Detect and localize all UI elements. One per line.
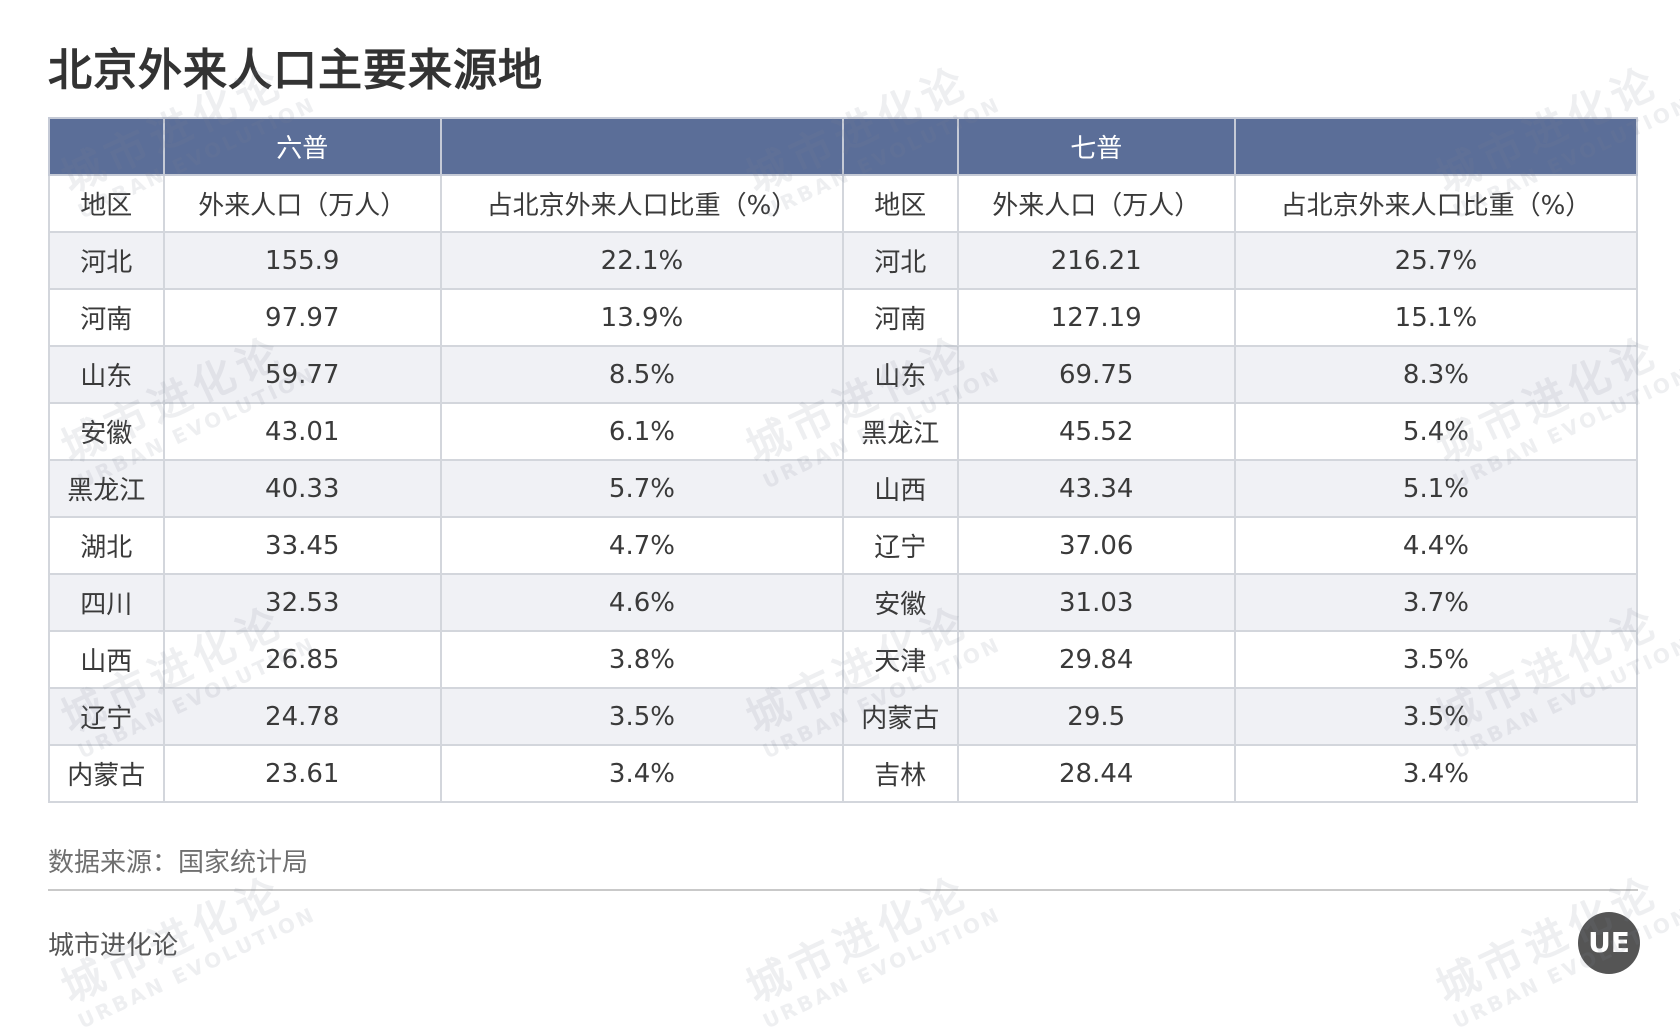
table-row: 河北 155.9 22.1% 河北 216.21 25.7% — [48, 231, 1639, 290]
table-cell: 河北 — [841, 231, 959, 290]
table-cell: 31.03 — [956, 573, 1236, 632]
table-cell: 5.4% — [1233, 402, 1639, 461]
table-row: 山东 59.77 8.5% 山东 69.75 8.3% — [48, 345, 1639, 404]
table-cell: 8.3% — [1233, 345, 1639, 404]
table-cell: 四川 — [48, 573, 165, 632]
table-cell: 辽宁 — [48, 687, 165, 746]
table-cell: 8.5% — [439, 345, 844, 404]
table-cell: 辽宁 — [841, 516, 959, 575]
table-row: 河南 97.97 13.9% 河南 127.19 15.1% — [48, 288, 1639, 347]
table-cell: 3.4% — [1233, 744, 1639, 803]
table-cell: 13.9% — [439, 288, 844, 347]
table-cell: 23.61 — [162, 744, 442, 803]
table-cell: 4.6% — [439, 573, 844, 632]
table-cell: 4.7% — [439, 516, 844, 575]
table-row: 黑龙江 40.33 5.7% 山西 43.34 5.1% — [48, 459, 1639, 518]
table-row: 四川 32.53 4.6% 安徽 31.03 3.7% — [48, 573, 1639, 632]
table-cell: 山西 — [48, 630, 165, 689]
table-cell: 内蒙古 — [48, 744, 165, 803]
group-header-row: 六普 七普 — [48, 117, 1639, 176]
table-cell: 25.7% — [1233, 231, 1639, 290]
table-cell: 黑龙江 — [841, 402, 959, 461]
data-table-container: 六普 七普 地区 外来人口（万人） 占北京外来人口比重（%） 地区 外来人口（万… — [48, 117, 1639, 803]
table-cell: 127.19 — [956, 288, 1236, 347]
table-cell: 24.78 — [162, 687, 442, 746]
table-cell: 3.5% — [1233, 687, 1639, 746]
table-row: 湖北 33.45 4.7% 辽宁 37.06 4.4% — [48, 516, 1639, 575]
group-header-spacer — [48, 117, 165, 176]
table-cell: 黑龙江 — [48, 459, 165, 518]
table-cell: 3.8% — [439, 630, 844, 689]
table-cell: 安徽 — [48, 402, 165, 461]
table-cell: 吉林 — [841, 744, 959, 803]
group-header-seventh-census: 七普 — [956, 117, 1236, 176]
column-header: 地区 — [48, 174, 165, 233]
column-header: 地区 — [841, 174, 959, 233]
table-cell: 29.84 — [956, 630, 1236, 689]
table-cell: 山东 — [841, 345, 959, 404]
table-cell: 26.85 — [162, 630, 442, 689]
table-cell: 内蒙古 — [841, 687, 959, 746]
table-cell: 6.1% — [439, 402, 844, 461]
table-cell: 45.52 — [956, 402, 1236, 461]
table-cell: 山东 — [48, 345, 165, 404]
table-cell: 37.06 — [956, 516, 1236, 575]
table-cell: 天津 — [841, 630, 959, 689]
table-cell: 河南 — [841, 288, 959, 347]
group-header-sixth-census: 六普 — [162, 117, 442, 176]
table-cell: 3.7% — [1233, 573, 1639, 632]
table-row: 内蒙古 23.61 3.4% 吉林 28.44 3.4% — [48, 744, 1639, 803]
table-cell: 3.5% — [439, 687, 844, 746]
table-cell: 山西 — [841, 459, 959, 518]
population-source-table: 六普 七普 地区 外来人口（万人） 占北京外来人口比重（%） 地区 外来人口（万… — [48, 117, 1639, 803]
column-header: 占北京外来人口比重（%） — [439, 174, 844, 233]
group-header-spacer — [841, 117, 959, 176]
table-cell: 3.4% — [439, 744, 844, 803]
table-cell: 216.21 — [956, 231, 1236, 290]
table-cell: 河北 — [48, 231, 165, 290]
brand-logo: UE — [1578, 912, 1640, 974]
brand-name: 城市进化论 — [48, 931, 179, 961]
column-header: 占北京外来人口比重（%） — [1233, 174, 1639, 233]
data-source-note: 数据来源：国家统计局 — [48, 848, 309, 878]
table-cell: 安徽 — [841, 573, 959, 632]
table-cell: 22.1% — [439, 231, 844, 290]
table-cell: 97.97 — [162, 288, 442, 347]
column-header: 外来人口（万人） — [162, 174, 442, 233]
table-row: 安徽 43.01 6.1% 黑龙江 45.52 5.4% — [48, 402, 1639, 461]
table-cell: 59.77 — [162, 345, 442, 404]
table-cell: 43.34 — [956, 459, 1236, 518]
table-cell: 5.7% — [439, 459, 844, 518]
group-header-spacer — [1233, 117, 1639, 176]
column-header: 外来人口（万人） — [956, 174, 1236, 233]
table-cell: 69.75 — [956, 345, 1236, 404]
table-cell: 40.33 — [162, 459, 442, 518]
table-cell: 3.5% — [1233, 630, 1639, 689]
group-header-spacer — [439, 117, 844, 176]
table-cell: 28.44 — [956, 744, 1236, 803]
table-cell: 湖北 — [48, 516, 165, 575]
table-cell: 32.53 — [162, 573, 442, 632]
page-title: 北京外来人口主要来源地 — [48, 45, 543, 96]
table-cell: 33.45 — [162, 516, 442, 575]
column-header-row: 地区 外来人口（万人） 占北京外来人口比重（%） 地区 外来人口（万人） 占北京… — [48, 174, 1639, 233]
table-row: 辽宁 24.78 3.5% 内蒙古 29.5 3.5% — [48, 687, 1639, 746]
table-cell: 43.01 — [162, 402, 442, 461]
table-cell: 4.4% — [1233, 516, 1639, 575]
table-cell: 29.5 — [956, 687, 1236, 746]
table-cell: 5.1% — [1233, 459, 1639, 518]
footer-divider — [48, 889, 1638, 891]
table-row: 山西 26.85 3.8% 天津 29.84 3.5% — [48, 630, 1639, 689]
table-cell: 15.1% — [1233, 288, 1639, 347]
table-cell: 155.9 — [162, 231, 442, 290]
table-cell: 河南 — [48, 288, 165, 347]
